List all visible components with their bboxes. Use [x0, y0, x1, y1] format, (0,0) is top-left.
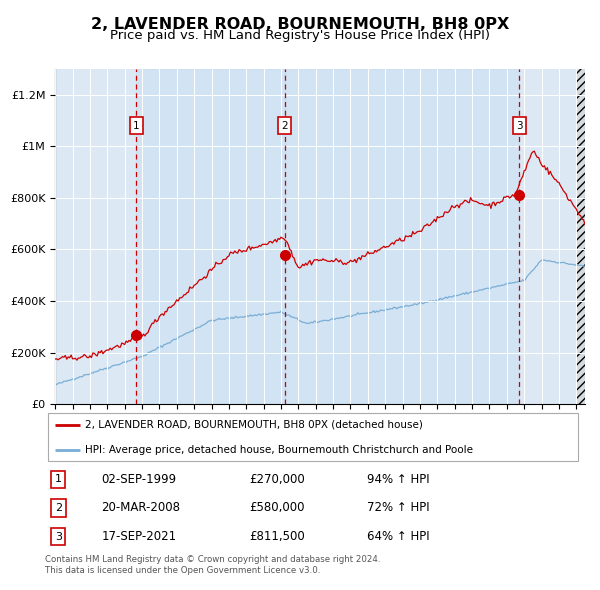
- Text: £580,000: £580,000: [249, 502, 305, 514]
- Text: 2: 2: [55, 503, 62, 513]
- Text: 20-MAR-2008: 20-MAR-2008: [101, 502, 181, 514]
- Bar: [284, 69, 519, 404]
- Text: This data is licensed under the Open Government Licence v3.0.: This data is licensed under the Open Gov…: [45, 566, 320, 575]
- FancyBboxPatch shape: [47, 414, 578, 461]
- Text: £270,000: £270,000: [249, 473, 305, 486]
- Text: 02-SEP-1999: 02-SEP-1999: [101, 473, 176, 486]
- Bar: [577, 69, 585, 404]
- Text: Contains HM Land Registry data © Crown copyright and database right 2024.: Contains HM Land Registry data © Crown c…: [45, 555, 380, 563]
- Text: Price paid vs. HM Land Registry's House Price Index (HPI): Price paid vs. HM Land Registry's House …: [110, 30, 490, 42]
- Text: 94% ↑ HPI: 94% ↑ HPI: [367, 473, 430, 486]
- Text: 3: 3: [516, 121, 523, 131]
- Text: 72% ↑ HPI: 72% ↑ HPI: [367, 502, 430, 514]
- Text: 17-SEP-2021: 17-SEP-2021: [101, 530, 176, 543]
- Text: HPI: Average price, detached house, Bournemouth Christchurch and Poole: HPI: Average price, detached house, Bour…: [85, 445, 473, 455]
- Text: 64% ↑ HPI: 64% ↑ HPI: [367, 530, 430, 543]
- Text: £811,500: £811,500: [249, 530, 305, 543]
- Text: 2: 2: [281, 121, 288, 131]
- Text: 2, LAVENDER ROAD, BOURNEMOUTH, BH8 0PX (detached house): 2, LAVENDER ROAD, BOURNEMOUTH, BH8 0PX (…: [85, 419, 423, 430]
- Text: 2, LAVENDER ROAD, BOURNEMOUTH, BH8 0PX: 2, LAVENDER ROAD, BOURNEMOUTH, BH8 0PX: [91, 17, 509, 31]
- Text: 3: 3: [55, 532, 62, 542]
- Text: 1: 1: [133, 121, 140, 131]
- Text: 1: 1: [55, 474, 62, 484]
- Bar: [136, 69, 284, 404]
